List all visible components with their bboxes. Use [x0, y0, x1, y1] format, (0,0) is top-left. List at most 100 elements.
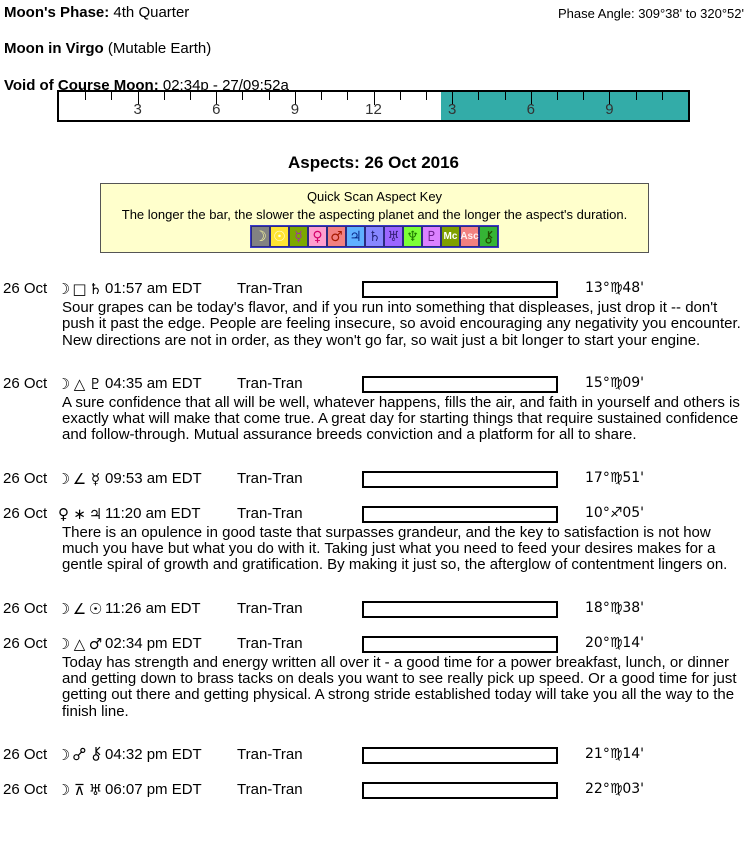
venus-icon: ♀	[308, 226, 327, 247]
sun-icon: ☉	[270, 226, 289, 247]
chiron-icon	[479, 226, 498, 247]
aspect-type: Tran-Tran	[237, 745, 303, 763]
aspect-row-moon-trine-pluto: 26 Oct ☽ △ ♇ 04:35 am EDT Tran-Tran 15°♍…	[0, 375, 747, 395]
aspect-date: 26 Oct	[3, 280, 48, 297]
hour-label: 12	[365, 101, 382, 118]
opposition-aspect-icon	[71, 746, 88, 763]
hour-tick	[137, 92, 139, 105]
sun-icon: ☉	[88, 599, 103, 618]
hour-tick	[425, 92, 427, 100]
aspect-item: 26 Oct ☽ ⊼ ♅ 06:07 pm EDT Tran-Tran 22°♍…	[0, 781, 747, 801]
duration-bar	[362, 375, 558, 393]
aspect-item: 26 Oct ☽ △ ♇ 04:35 am EDT Tran-Tran 15°♍…	[0, 375, 747, 444]
aspect-date: 26 Oct	[3, 634, 48, 652]
hour-label: 9	[605, 101, 614, 118]
hour-tick	[268, 92, 270, 100]
duration-bar	[362, 781, 558, 799]
aspect-type: Tran-Tran	[237, 599, 303, 617]
moon-icon: ☽	[56, 599, 71, 618]
mc-icon: Mc	[441, 226, 460, 247]
aspect-item: 26 Oct ☽ △ ♂ 02:34 pm EDT Tran-Tran 20°♍…	[0, 635, 747, 720]
moon-icon: ☽	[56, 280, 71, 298]
hour-tick	[321, 92, 323, 100]
aspect-item: 26 Oct ♀ ∗ ♃ 11:20 am EDT Tran-Tran 10°♐…	[0, 505, 747, 574]
moon-icon: ☽	[56, 634, 71, 653]
mercury-icon: ☿	[90, 469, 101, 488]
hour-tick	[190, 92, 192, 100]
aspect-degree: 22°♍03'	[585, 780, 645, 797]
jupiter-icon: ♃	[346, 226, 365, 247]
void-of-course-value: 02:34p - 27/09:52a	[162, 77, 289, 94]
moon-sign-label: Moon in Virgo	[4, 40, 104, 57]
duration-bar	[362, 505, 558, 523]
planet-symbol-strip: ☽ ☉ ☿ ♀ ♂ ♃ ♄ ♅ ♆ ♇ Mc Asc	[250, 225, 499, 248]
duration-bar	[362, 281, 558, 298]
hour-tick	[661, 92, 663, 100]
hour-tick	[242, 92, 244, 100]
aspect-list: 26 Oct ☽ □ ♄ 01:57 am EDT Tran-Tran 13°♍…	[0, 280, 747, 816]
aspect-row-venus-sextile-jupiter: 26 Oct ♀ ∗ ♃ 11:20 am EDT Tran-Tran 10°♐…	[0, 505, 747, 525]
aspect-time: 04:35 am EDT	[105, 374, 202, 392]
moon-icon: ☽	[56, 374, 71, 393]
hour-tick	[294, 92, 296, 105]
aspect-time: 06:07 pm EDT	[105, 780, 202, 798]
uranus-icon: ♅	[88, 780, 103, 799]
aspect-type: Tran-Tran	[237, 374, 303, 392]
moon-icon: ☽	[56, 780, 71, 799]
semisquare-aspect-icon: ∠	[72, 599, 87, 618]
square-aspect-icon: □	[72, 280, 87, 298]
mars-icon: ♂	[327, 226, 346, 247]
moon-icon: ☽	[56, 469, 71, 488]
hour-tick	[163, 92, 165, 100]
uranus-icon: ♅	[384, 226, 403, 247]
aspect-type: Tran-Tran	[237, 504, 303, 522]
chiron-icon	[87, 746, 104, 763]
aspect-time: 09:53 am EDT	[105, 469, 202, 487]
sextile-aspect-icon: ∗	[73, 504, 86, 523]
hour-tick	[85, 92, 87, 100]
hour-label: 3	[447, 101, 457, 118]
void-period-highlight	[440, 92, 688, 120]
phase-angle-value: 309°38' to 320°52'	[638, 6, 744, 21]
semisquare-aspect-icon: ∠	[72, 469, 87, 488]
aspect-key-description: The longer the bar, the slower the aspec…	[121, 207, 628, 222]
moon-sign-value: (Mutable Earth)	[107, 40, 212, 57]
venus-icon: ♀	[58, 504, 69, 523]
aspect-date: 26 Oct	[3, 780, 48, 798]
aspect-type: Tran-Tran	[237, 469, 303, 487]
trine-aspect-icon: △	[73, 374, 86, 393]
aspect-row-moon-quincunx-uranus: 26 Oct ☽ ⊼ ♅ 06:07 pm EDT Tran-Tran 22°♍…	[0, 781, 747, 801]
hour-label: 6	[212, 101, 221, 118]
aspect-date: 26 Oct	[3, 374, 48, 392]
hour-label: 6	[526, 101, 535, 118]
hour-tick	[609, 92, 611, 105]
aspect-degree: 10°♐05'	[585, 504, 645, 521]
aspect-time: 11:20 am EDT	[105, 504, 201, 522]
quick-scan-aspect-key: Quick Scan Aspect Key The longer the bar…	[100, 183, 649, 253]
duration-bar	[362, 746, 558, 764]
aspect-degree: 15°♍09'	[585, 374, 645, 391]
moons-phase-value: 4th Quarter	[113, 4, 190, 21]
hour-tick	[347, 92, 349, 100]
hour-tick	[452, 92, 454, 105]
hour-tick	[399, 92, 401, 100]
aspect-row-moon-opposition-chiron: 26 Oct ☽ 04:32 pm EDT Tran-Tran 21°♍14'	[0, 746, 747, 766]
aspect-item: 26 Oct ☽ 04:32 pm EDT Tran-Tran 21°♍14'	[0, 746, 747, 766]
aspect-type: Tran-Tran	[237, 634, 303, 652]
phase-angle-label: Phase Angle:	[558, 6, 635, 21]
duration-bar	[362, 600, 558, 618]
aspect-date: 26 Oct	[3, 745, 48, 763]
hour-tick	[111, 92, 113, 100]
phase-angle-line: Phase Angle: 309°38' to 320°52'	[558, 6, 744, 21]
aspect-date: 26 Oct	[3, 599, 48, 617]
trine-aspect-icon: △	[73, 634, 86, 653]
neptune-icon: ♆	[403, 226, 422, 247]
hour-tick	[556, 92, 558, 100]
hour-tick	[478, 92, 480, 100]
aspect-key-title: Quick Scan Aspect Key	[306, 189, 443, 204]
saturn-icon: ♄	[88, 280, 103, 298]
jupiter-icon: ♃	[88, 504, 103, 523]
moons-phase-line: Moon's Phase: 4th Quarter	[4, 4, 189, 21]
aspect-degree: 21°♍14'	[585, 745, 645, 762]
aspect-degree: 17°♍51'	[585, 469, 645, 486]
